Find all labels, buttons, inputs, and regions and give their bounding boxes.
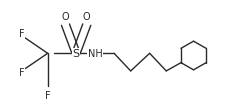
Text: O: O: [62, 12, 69, 22]
Text: F: F: [19, 29, 24, 39]
Text: F: F: [19, 67, 24, 77]
Text: S: S: [72, 49, 80, 59]
Text: NH: NH: [88, 49, 102, 59]
Text: O: O: [83, 12, 91, 22]
Text: F: F: [45, 90, 50, 100]
